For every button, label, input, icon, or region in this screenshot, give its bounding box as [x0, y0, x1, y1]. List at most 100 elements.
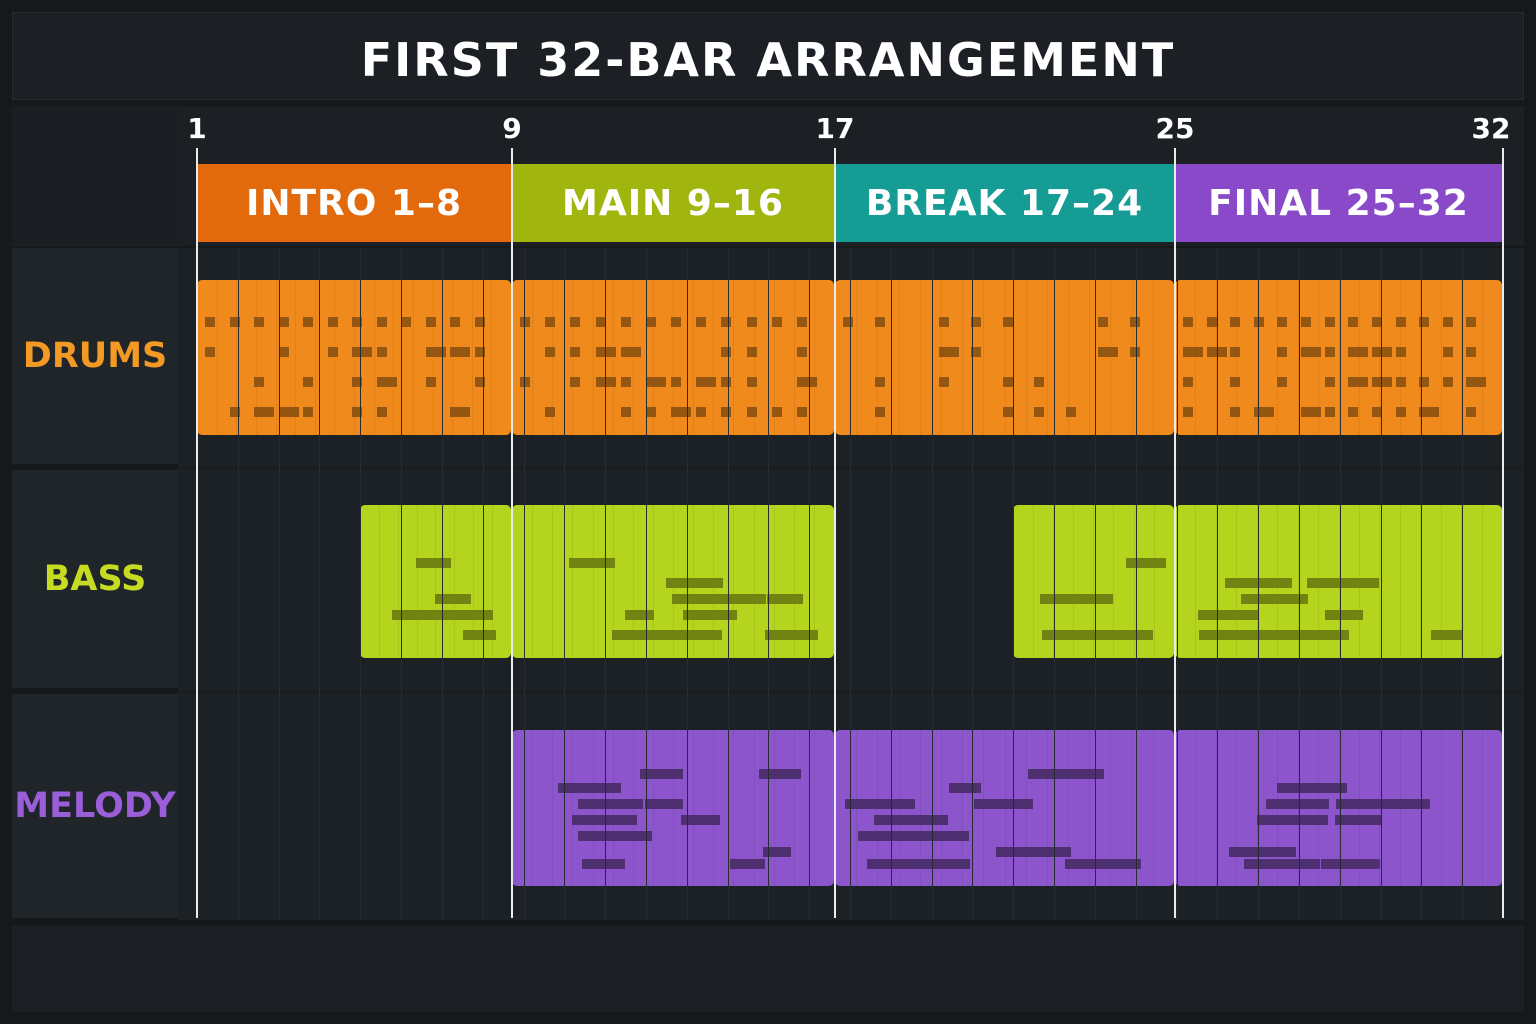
clip-gridline: [920, 730, 921, 886]
clip-gridline: [1093, 505, 1095, 658]
clip-gridline: [1068, 730, 1069, 886]
clip-gridline: [1257, 730, 1258, 886]
section-block[interactable]: INTRO 1–8: [197, 164, 511, 242]
drum-hit: [376, 377, 397, 387]
drum-hit: [843, 317, 853, 327]
bass-note: [1211, 610, 1259, 620]
drum-hit: [278, 407, 299, 417]
drum-hit: [970, 317, 981, 327]
clip-gridline: [733, 280, 734, 435]
drum-hit: [1183, 407, 1193, 417]
drum-hit: [721, 377, 732, 387]
melody-note: [1377, 799, 1430, 809]
melody-note: [1272, 799, 1329, 809]
clip-gridline: [1298, 280, 1299, 435]
drum-hit: [352, 317, 362, 327]
clip-gridline: [856, 280, 857, 435]
clip-gridline: [1195, 280, 1196, 435]
drum-hit: [796, 317, 807, 327]
clip-gridline: [276, 280, 277, 435]
drum-hit: [376, 347, 387, 357]
drum-hit: [1301, 407, 1322, 417]
bar-marker-line: [511, 148, 513, 918]
clip-gridline: [217, 280, 218, 435]
clip-gridline: [1068, 280, 1069, 435]
drum-hit: [1301, 317, 1312, 327]
drum-hit: [1206, 317, 1217, 327]
clip-gridline: [1420, 280, 1421, 435]
section-block[interactable]: MAIN 9–16: [512, 164, 834, 242]
drums-clip[interactable]: [512, 280, 834, 435]
track-label-melody[interactable]: MELODY: [12, 694, 178, 918]
bass-note: [1101, 630, 1154, 640]
clip-gridline: [774, 280, 775, 435]
track-label-drums[interactable]: DRUMS: [12, 248, 178, 464]
clip-gridline: [814, 280, 815, 435]
clip-gridline: [1441, 280, 1442, 435]
drum-hit: [1442, 317, 1453, 327]
clip-gridline: [1033, 505, 1035, 658]
bass-note: [569, 558, 615, 568]
clip-gridline: [713, 280, 714, 435]
bass-note: [765, 630, 818, 640]
melody-note: [858, 831, 904, 841]
melody-note: [1277, 783, 1347, 793]
drum-hit: [303, 317, 313, 327]
clip-gridline: [379, 505, 381, 658]
clip-gridline: [473, 505, 475, 658]
drum-hit: [1419, 317, 1430, 327]
melody-note: [1336, 799, 1384, 809]
drum-hit: [1348, 347, 1369, 357]
drum-hit: [1253, 407, 1274, 417]
section-block[interactable]: BREAK 17–24: [835, 164, 1174, 242]
clip-gridline: [941, 280, 942, 435]
drum-hit: [620, 377, 631, 387]
clip-gridline: [393, 280, 394, 435]
beat-gridline: [768, 248, 769, 920]
melody-note: [763, 847, 791, 857]
drums-clip[interactable]: [197, 280, 511, 435]
melody-note: [578, 799, 643, 809]
drum-hit: [1002, 317, 1013, 327]
bass-note: [463, 630, 497, 640]
bass-clip[interactable]: [1013, 505, 1174, 658]
drum-hit: [1466, 347, 1477, 357]
bass-note: [672, 594, 718, 604]
clip-gridline: [653, 505, 654, 658]
drum-hit: [796, 407, 807, 417]
clip-gridline: [1110, 730, 1111, 886]
drum-hit: [1066, 407, 1077, 417]
drum-hit: [1466, 407, 1477, 417]
drum-hit: [746, 347, 757, 357]
bass-clip[interactable]: [512, 505, 834, 658]
drum-hit: [746, 317, 757, 327]
drum-hit: [545, 347, 556, 357]
bar-number: 32: [1471, 112, 1511, 145]
bass-clip[interactable]: [360, 505, 511, 658]
drums-clip[interactable]: [835, 280, 1174, 435]
melody-clip[interactable]: [835, 730, 1174, 886]
drum-hit: [874, 407, 885, 417]
beat-gridline: [1136, 248, 1137, 920]
clip-gridline: [398, 505, 400, 658]
drum-hit: [1206, 347, 1227, 357]
clip-gridline: [1154, 505, 1156, 658]
bass-clip[interactable]: [1175, 505, 1502, 658]
drum-hit: [620, 317, 631, 327]
drums-clip[interactable]: [1175, 280, 1502, 435]
drum-hit: [1348, 407, 1359, 417]
clip-gridline: [374, 280, 375, 435]
melody-note: [996, 847, 1071, 857]
drum-hit: [352, 347, 372, 357]
clip-gridline: [552, 730, 553, 886]
melody-clip[interactable]: [1175, 730, 1502, 886]
clip-gridline: [417, 505, 419, 658]
drum-hit: [1230, 347, 1241, 357]
melody-clip[interactable]: [512, 730, 834, 886]
beat-gridline: [483, 248, 484, 920]
track-label-bass[interactable]: BASS: [12, 470, 178, 688]
drum-hit: [645, 317, 656, 327]
clip-gridline: [1216, 280, 1217, 435]
section-block[interactable]: FINAL 25–32: [1175, 164, 1502, 242]
drum-hit: [1371, 407, 1382, 417]
